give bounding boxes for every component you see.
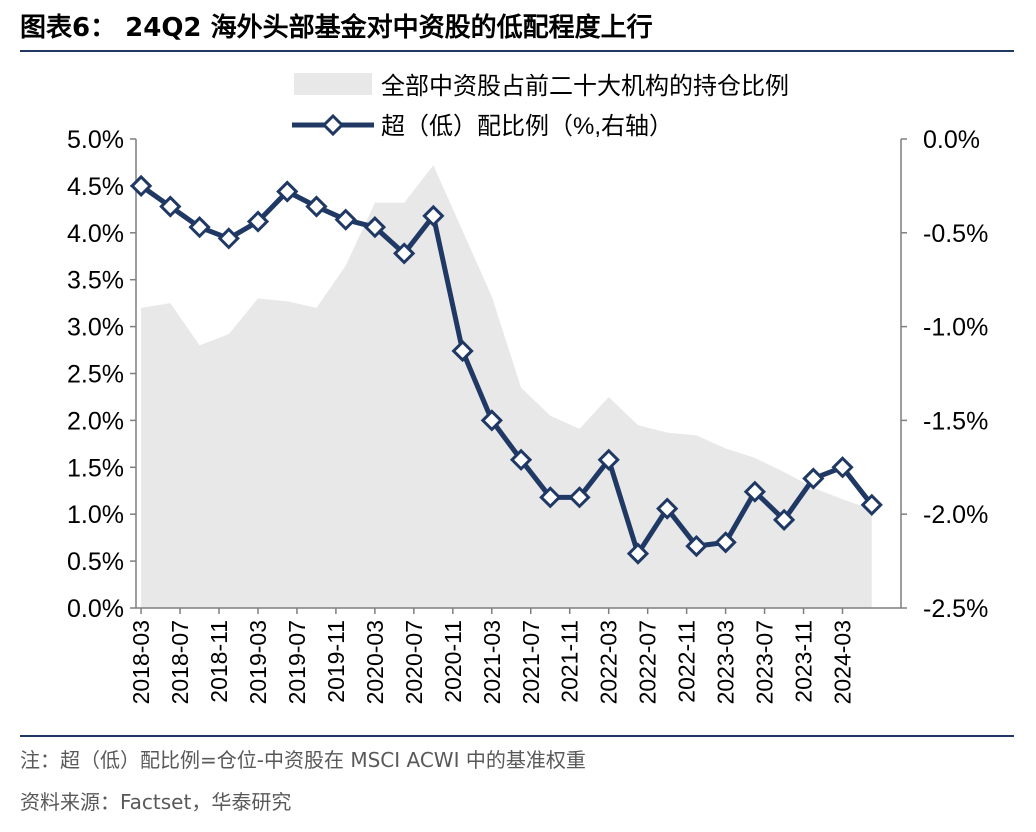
legend-area-swatch [294,73,372,95]
legend-line-label: 超（低）配比例（%,右轴） [381,113,673,140]
y-right-tick-label: -1.5% [923,407,988,435]
y-left-tick-label: 4.5% [67,173,124,201]
legend-line-marker [321,113,345,137]
x-tick-label: 2018-07 [167,620,193,704]
overweight-point [802,467,825,490]
overweight-point [422,204,445,228]
x-tick-label: 2019-07 [284,620,310,704]
overweight-point [685,534,708,558]
y-left-tick-label: 0.5% [67,548,124,576]
x-tick-label: 2020-07 [401,620,427,704]
overweight-point [129,174,153,198]
overweight-point [480,409,503,432]
overweight-point [451,339,474,363]
overweight-point [656,497,679,520]
legend-area-label: 全部中资股占前二十大机构的持仓比例 [381,73,789,100]
y-left-tick-label: 3.0% [67,314,124,342]
x-tick-label: 2019-11 [323,620,349,703]
overweight-point [597,448,620,471]
y-right-tick-label: 0.0% [923,126,980,154]
x-tick-label: 2023-03 [713,620,739,704]
overweight-point [246,210,270,233]
y-right-tick-label: -2.0% [923,501,988,529]
footer-rule [20,735,1014,737]
overweight-point [509,448,533,471]
title-rule [20,50,1014,52]
y-right-tick-label: -1.0% [923,314,988,342]
chart-title: 图表6： 24Q2 海外头部基金对中资股的低配程度上行 [20,13,653,43]
y-left-tick-label: 2.0% [67,407,124,435]
y-left-tick-label: 4.0% [67,220,124,248]
y-left-tick-label: 5.0% [67,126,124,154]
x-tick-label: 2021-07 [518,620,544,704]
chart: 5.0% 4.5% 4.0% 3.5% 3.0% 2.5% 2.0% 1.5% 1.0% 0.5%… [67,73,988,704]
y-right-tick-label: -0.5% [923,220,988,248]
y-left-tick-label: 2.5% [67,361,124,389]
holding-area [141,165,872,608]
x-tick-label: 2022-11 [674,620,700,703]
overweight-point [393,242,416,265]
overweight-point [159,195,182,218]
overweight-point [363,216,387,239]
overweight-point [276,180,299,203]
x-tick-label: 2024-03 [830,620,856,704]
overweight-point [334,208,357,231]
overweight-point [539,486,562,509]
y-left-tick-label: 0.0% [67,595,124,623]
overweight-point [714,531,737,554]
x-tick-label: 2023-07 [752,620,778,704]
y-left-tick-label: 1.0% [67,501,124,529]
overweight-point [626,542,650,565]
x-tick-label: 2021-11 [557,620,583,703]
x-tick-label: 2020-11 [440,620,466,703]
overweight-point [772,508,796,531]
overweight-point [188,216,211,239]
x-tick-label: 2022-07 [635,620,661,704]
y-left-tick-label: 3.5% [67,267,124,295]
footnote: 注：超（低）配比例=仓位-中资股在 MSCI ACWI 中的基准权重 [20,748,586,772]
overweight-point [217,227,240,250]
x-tick-label: 2021-03 [479,620,505,704]
overweight-point [305,195,328,218]
x-tick-label: 2018-11 [206,620,232,703]
overweight-point [831,456,854,479]
source-note: 资料来源：Factset，华泰研究 [20,790,292,814]
overweight-point [860,493,883,516]
x-tick-label: 2018-03 [128,620,154,704]
y-left-tick-label: 1.5% [67,454,124,482]
x-tick-label: 2022-03 [596,620,622,704]
overweight-point [743,480,766,503]
overweight-point [568,486,591,509]
x-tick-label: 2020-03 [362,620,388,704]
x-tick-label: 2023-11 [791,620,817,703]
y-right-tick-label: -2.5% [923,595,988,623]
x-tick-label: 2019-03 [245,620,271,704]
